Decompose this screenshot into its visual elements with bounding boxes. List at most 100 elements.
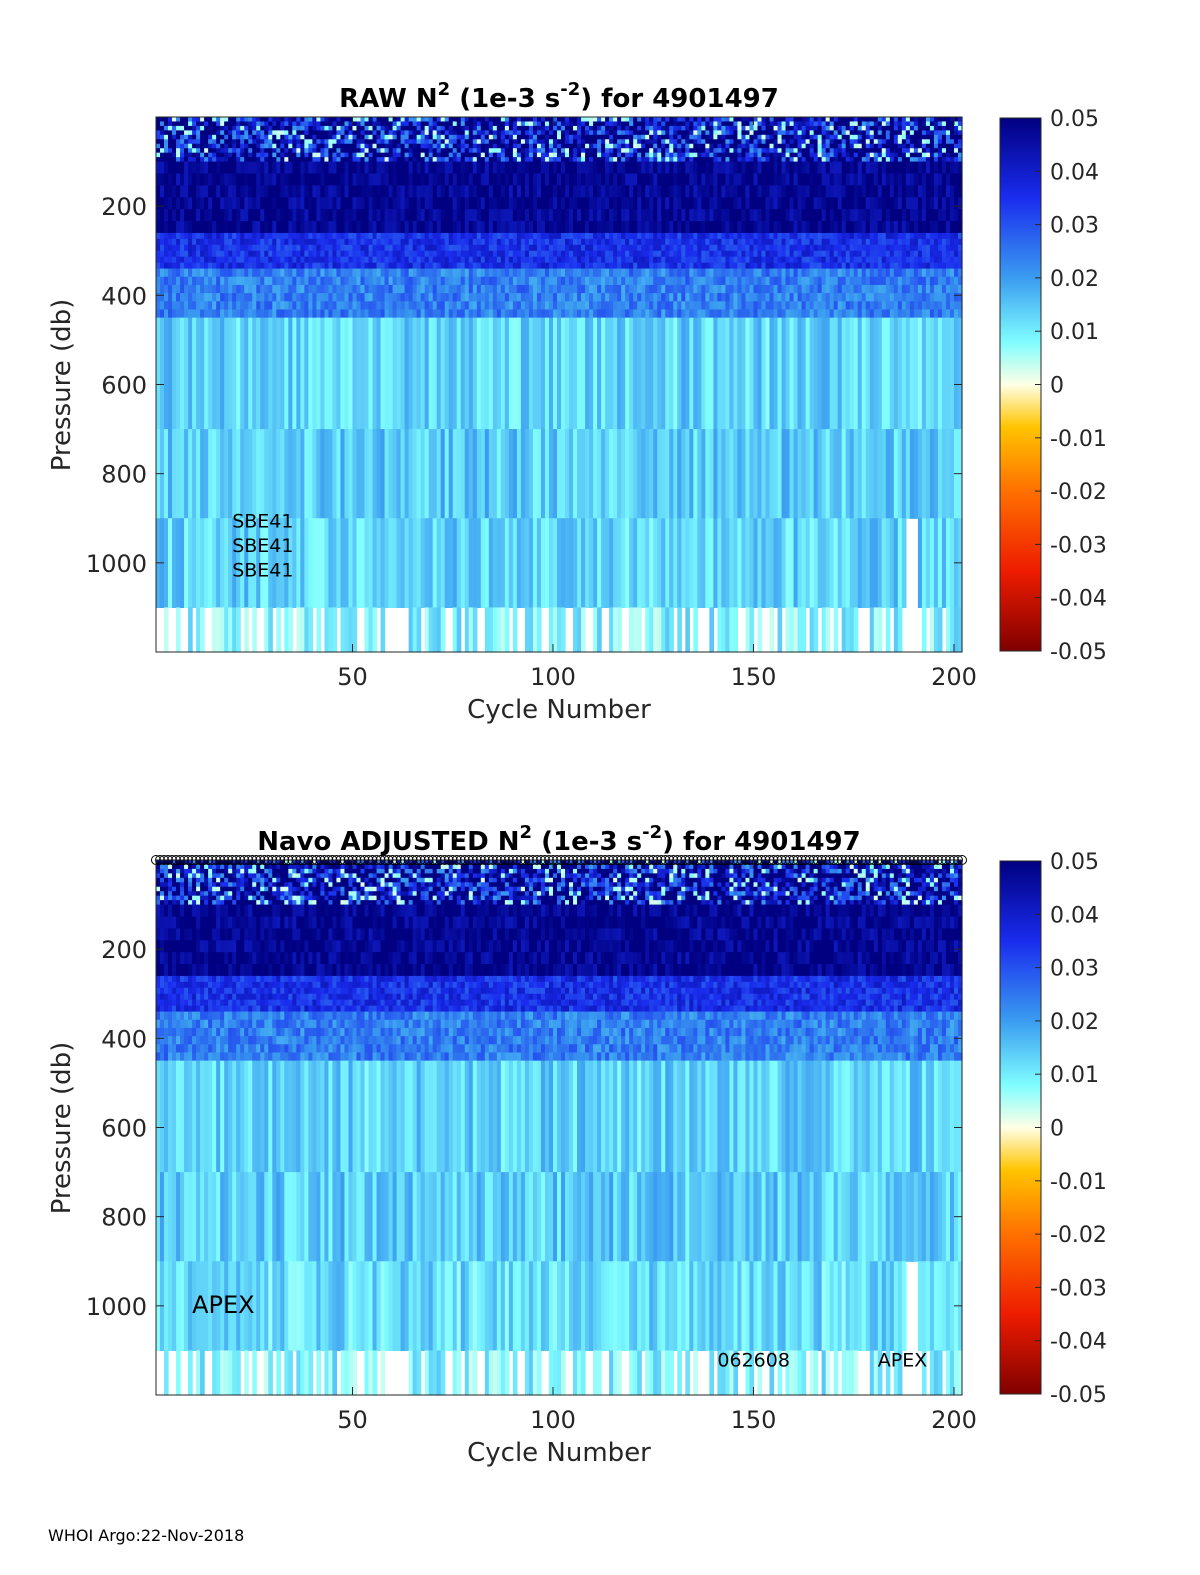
heatmap-cell <box>605 209 610 221</box>
heatmap-cell <box>665 285 670 294</box>
heatmap-cell <box>284 257 289 264</box>
heatmap-cell <box>469 197 474 209</box>
heatmap-cell <box>453 263 458 270</box>
heatmap-cell <box>501 318 506 430</box>
heatmap-cell <box>766 117 771 122</box>
heatmap-cell <box>786 126 791 131</box>
heatmap-cell <box>268 293 273 302</box>
heatmap-cell <box>613 185 618 197</box>
heatmap-cell <box>705 263 710 270</box>
heatmap-cell <box>332 263 337 270</box>
heatmap-cell <box>525 607 530 652</box>
heatmap-cell <box>236 144 241 149</box>
heatmap-cell <box>344 285 349 294</box>
heatmap-cell <box>457 144 462 149</box>
heatmap-cell <box>180 148 185 153</box>
heatmap-cell <box>782 239 787 246</box>
heatmap-cell <box>160 197 165 209</box>
heatmap-cell <box>709 221 714 233</box>
heatmap-cell <box>417 139 422 144</box>
heatmap-cell <box>774 269 779 278</box>
heatmap-cell <box>493 162 498 174</box>
heatmap-cell <box>308 239 313 246</box>
heatmap-cell <box>276 301 281 310</box>
heatmap-cell <box>565 126 570 131</box>
heatmap-cell <box>268 162 273 174</box>
heatmap-cell <box>625 148 630 153</box>
heatmap-cell <box>617 185 622 197</box>
heatmap-cell <box>782 157 787 162</box>
heatmap-cell <box>561 162 566 174</box>
heatmap-cell <box>749 251 754 258</box>
heatmap-cell <box>156 318 161 430</box>
heatmap-cell <box>565 221 570 233</box>
heatmap-cell <box>569 148 574 153</box>
heatmap-cell <box>605 148 610 153</box>
heatmap-cell <box>721 157 726 162</box>
heatmap-cell <box>653 269 658 278</box>
heatmap-cell <box>545 318 550 430</box>
heatmap-cell <box>621 121 626 126</box>
heatmap-cell <box>192 245 197 252</box>
heatmap-cell <box>220 153 225 158</box>
heatmap-cell <box>156 144 161 149</box>
heatmap-cell <box>385 197 390 209</box>
heatmap-cell <box>369 126 374 131</box>
heatmap-cell <box>292 144 297 149</box>
heatmap-cell <box>409 135 414 140</box>
heatmap-cell <box>745 209 750 221</box>
heatmap-cell <box>228 162 233 174</box>
heatmap-cell <box>549 157 554 162</box>
heatmap-cell <box>493 139 498 144</box>
heatmap-cell <box>320 144 325 149</box>
heatmap-cell <box>577 257 582 264</box>
heatmap-cell <box>577 153 582 158</box>
heatmap-cell <box>733 197 738 209</box>
heatmap-cell <box>288 221 293 233</box>
heatmap-cell <box>296 162 301 174</box>
heatmap-cell <box>365 293 370 302</box>
heatmap-cell <box>192 197 197 209</box>
heatmap-cell <box>693 233 698 240</box>
heatmap-cell <box>397 518 402 608</box>
heatmap-cell <box>224 239 229 246</box>
heatmap-cell <box>220 257 225 264</box>
heatmap-cell <box>497 121 502 126</box>
heatmap-cell <box>753 277 758 286</box>
heatmap-cell <box>786 257 791 264</box>
heatmap-cell <box>561 148 566 153</box>
heatmap-cell <box>489 607 494 652</box>
heatmap-cell <box>296 221 301 233</box>
heatmap-cell <box>661 257 666 264</box>
heatmap-cell <box>537 318 542 430</box>
heatmap-cell <box>208 139 213 144</box>
heatmap-cell <box>196 257 201 264</box>
heatmap-cell <box>425 607 430 652</box>
heatmap-cell <box>369 157 374 162</box>
heatmap-cell <box>445 277 450 286</box>
heatmap-cell <box>429 251 434 258</box>
heatmap-cell <box>268 117 273 122</box>
heatmap-cell <box>304 309 309 318</box>
heatmap-cell <box>745 139 750 144</box>
heatmap-cell <box>513 126 518 131</box>
heatmap-cell <box>681 239 686 246</box>
heatmap-cell <box>721 139 726 144</box>
heatmap-cell <box>557 148 562 153</box>
heatmap-cell <box>561 263 566 270</box>
heatmap-cell <box>485 135 490 140</box>
heatmap-cell <box>184 121 189 126</box>
heatmap-cell <box>425 269 430 278</box>
heatmap-cell <box>168 251 173 258</box>
heatmap-cell <box>445 121 450 126</box>
heatmap-cell <box>208 277 213 286</box>
heatmap-cell <box>782 251 787 258</box>
heatmap-cell <box>593 185 598 197</box>
heatmap-cell <box>701 135 706 140</box>
heatmap-cell <box>332 285 337 294</box>
heatmap-cell <box>324 318 329 430</box>
heatmap-cell <box>585 429 590 519</box>
heatmap-cell <box>348 162 353 174</box>
heatmap-cell <box>641 126 646 131</box>
heatmap-cell <box>216 162 221 174</box>
